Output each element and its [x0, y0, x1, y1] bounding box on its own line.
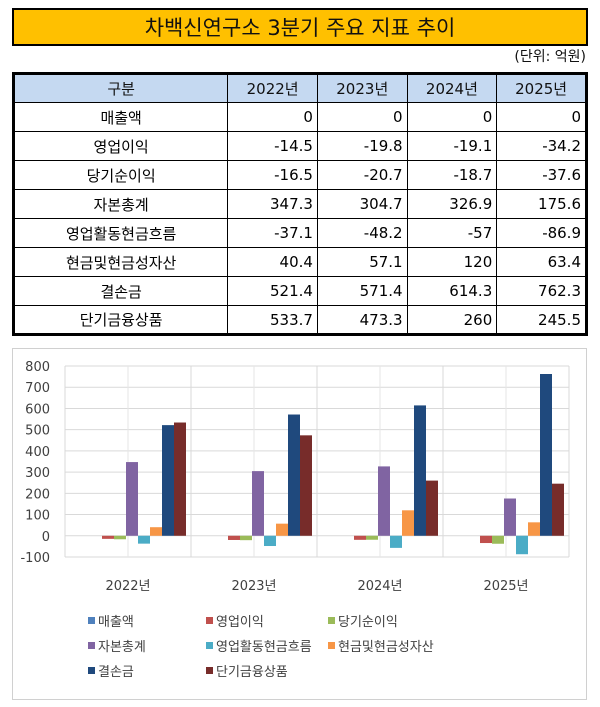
legend-swatch-icon — [328, 642, 335, 649]
table-cell: 571.4 — [316, 276, 408, 306]
table-cell: 63.4 — [496, 247, 587, 277]
table-cell: -18.7 — [406, 160, 498, 190]
legend-label: 매출액 — [98, 615, 134, 630]
data-table: 구분 2022년 2023년 2024년 2025년 매출액 0 0 0 0 영업이익 -1… — [12, 72, 588, 336]
row-label: 자본총계 — [12, 189, 229, 219]
legend-label: 자본총계 — [98, 640, 146, 655]
row-label: 단기금융상품 — [12, 305, 229, 335]
row-label: 매출액 — [12, 102, 229, 132]
legend-swatch-icon — [88, 642, 95, 649]
legend-swatch-icon — [88, 617, 95, 624]
legend-label: 영업활동현금흐름 — [216, 640, 312, 655]
table-cell: 57.1 — [316, 247, 408, 277]
table-row: 자본총계 347.3 304.7 326.9 175.6 — [12, 189, 587, 219]
legend-label: 결손금 — [98, 665, 134, 680]
column-header: 2025년 — [496, 73, 587, 103]
column-header: 구분 — [12, 73, 229, 103]
table-cell: -19.8 — [316, 131, 408, 161]
table-cell: 0 — [496, 102, 587, 132]
legend-label: 영업이익 — [216, 615, 264, 630]
table-cell: 175.6 — [496, 189, 587, 219]
table-cell: -86.9 — [496, 218, 587, 248]
column-header: 2023년 — [316, 73, 408, 103]
legend-label: 당기순이익 — [338, 615, 398, 630]
legend-item: 현금및현금성자산 — [328, 636, 434, 655]
legend-item: 자본총계 — [88, 636, 146, 655]
table-cell: 533.7 — [227, 305, 318, 335]
table-cell: 347.3 — [227, 189, 318, 219]
unit-label: (단위: 억원) — [514, 49, 586, 65]
legend-label: 현금및현금성자산 — [338, 640, 434, 655]
table-cell: -16.5 — [227, 160, 318, 190]
table-row: 영업이익 -14.5 -19.8 -19.1 -34.2 — [12, 131, 587, 161]
table-cell: 473.3 — [316, 305, 408, 335]
row-label: 영업활동현금흐름 — [12, 218, 229, 248]
table-cell: 245.5 — [496, 305, 587, 335]
legend-item: 당기순이익 — [328, 611, 398, 630]
legend-swatch-icon — [206, 667, 213, 674]
row-label: 현금및현금성자산 — [12, 247, 229, 277]
table-cell: 521.4 — [227, 276, 318, 306]
legend-swatch-icon — [206, 617, 213, 624]
table-cell: 260 — [406, 305, 498, 335]
table-cell: 614.3 — [406, 276, 498, 306]
legend-item: 영업이익 — [206, 611, 264, 630]
table-cell: 326.9 — [406, 189, 498, 219]
table-row: 당기순이익 -16.5 -20.7 -18.7 -37.6 — [12, 160, 587, 190]
row-label: 영업이익 — [12, 131, 229, 161]
legend-item: 단기금융상품 — [206, 661, 288, 680]
column-header: 2022년 — [227, 73, 318, 103]
table-cell: 304.7 — [316, 189, 408, 219]
table-cell: -34.2 — [496, 131, 587, 161]
table-row: 결손금 521.4 571.4 614.3 762.3 — [12, 276, 587, 306]
table-row: 현금및현금성자산 40.4 57.1 120 63.4 — [12, 247, 587, 277]
table-cell: -14.5 — [227, 131, 318, 161]
row-label: 당기순이익 — [12, 160, 229, 190]
table-row: 영업활동현금흐름 -37.1 -48.2 -57 -86.9 — [12, 218, 587, 248]
table-cell: -57 — [406, 218, 498, 248]
legend-item: 영업활동현금흐름 — [206, 636, 312, 655]
table-cell: 120 — [406, 247, 498, 277]
table-cell: -37.1 — [227, 218, 318, 248]
legend-swatch-icon — [328, 617, 335, 624]
row-label: 결손금 — [12, 276, 229, 306]
table-cell: 0 — [227, 102, 318, 132]
legend-swatch-icon — [206, 642, 213, 649]
legend-label: 단기금융상품 — [216, 665, 288, 680]
page-title: 차백신연구소 3분기 주요 지표 추이 — [12, 8, 588, 46]
table-cell: -37.6 — [496, 160, 587, 190]
table-row: 매출액 0 0 0 0 — [12, 102, 587, 132]
table-cell: -48.2 — [316, 218, 408, 248]
legend-item: 결손금 — [88, 661, 134, 680]
column-header: 2024년 — [406, 73, 498, 103]
table-row: 단기금융상품 533.7 473.3 260 245.5 — [12, 305, 587, 335]
table-header-row: 구분 2022년 2023년 2024년 2025년 — [12, 73, 587, 103]
chart-container — [12, 348, 587, 700]
table-cell: 762.3 — [496, 276, 587, 306]
legend-item: 매출액 — [88, 611, 134, 630]
table-cell: 40.4 — [227, 247, 318, 277]
table-cell: -20.7 — [316, 160, 408, 190]
table-cell: 0 — [406, 102, 498, 132]
table-cell: 0 — [316, 102, 408, 132]
legend-swatch-icon — [88, 667, 95, 674]
table-cell: -19.1 — [406, 131, 498, 161]
